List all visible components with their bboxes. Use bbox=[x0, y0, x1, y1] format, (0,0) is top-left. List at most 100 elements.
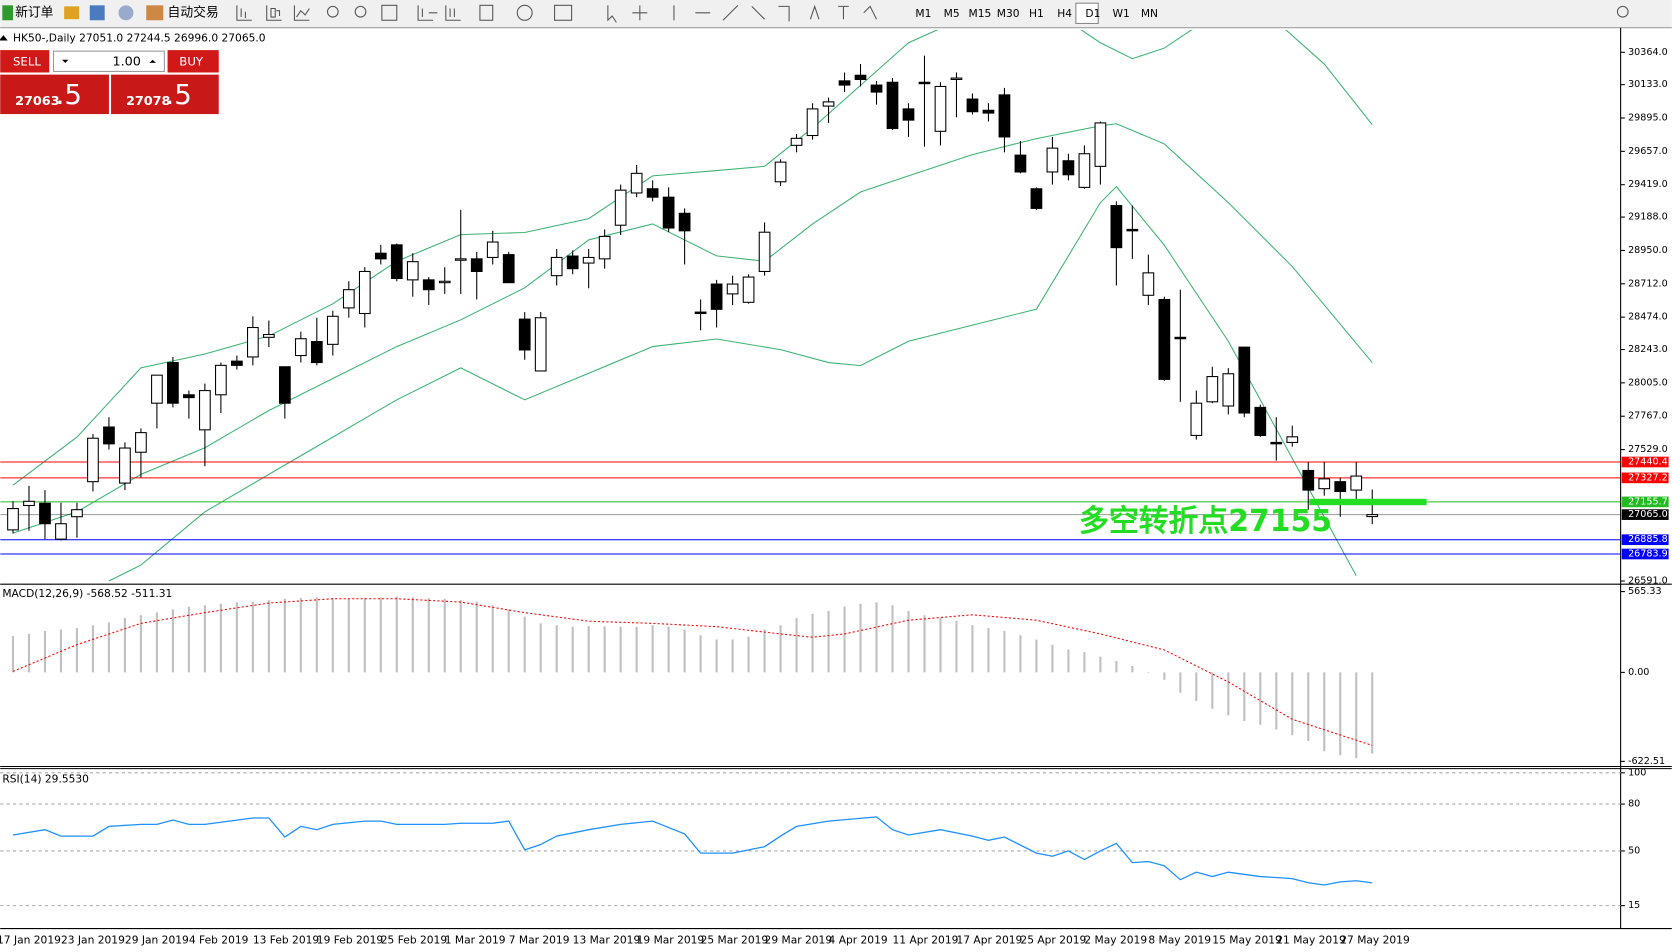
macd-title: MACD(12,26,9) -568.52 -511.31 bbox=[2, 587, 172, 600]
macd-bar bbox=[683, 629, 686, 673]
tool-icon[interactable] bbox=[554, 4, 573, 21]
y-tick-label: 28005.0 bbox=[1628, 377, 1668, 388]
timeframe[interactable]: W1 bbox=[1113, 7, 1130, 20]
macd-bar bbox=[779, 625, 782, 673]
tool-icon[interactable] bbox=[266, 5, 282, 21]
macd-bar bbox=[1115, 660, 1118, 673]
price-level-tag bbox=[1621, 496, 1669, 508]
y-tick-label: 27529.0 bbox=[1628, 444, 1668, 455]
macd-bar bbox=[699, 635, 702, 673]
price-level-label: 27327.2 bbox=[1628, 472, 1668, 483]
bid-box[interactable] bbox=[0, 74, 109, 115]
candle-body bbox=[1366, 514, 1379, 518]
tool-icon[interactable] bbox=[516, 4, 533, 21]
timeframe[interactable]: M5 bbox=[944, 7, 960, 20]
tool-icon[interactable] bbox=[417, 5, 438, 21]
tool-icon[interactable] bbox=[89, 5, 105, 21]
timeframe[interactable]: H1 bbox=[1029, 7, 1044, 20]
tool-icon[interactable] bbox=[118, 5, 134, 21]
macd-bar bbox=[1227, 672, 1230, 716]
y-tick-label: 15 bbox=[1628, 900, 1640, 911]
price-level-label: 27065.0 bbox=[1628, 509, 1668, 520]
new-order-icon[interactable] bbox=[2, 5, 13, 21]
price-plot bbox=[0, 29, 1621, 582]
tool-icon[interactable] bbox=[673, 4, 790, 22]
macd-bar bbox=[1179, 672, 1182, 693]
lots-input[interactable] bbox=[52, 50, 165, 72]
search-icon[interactable] bbox=[1616, 5, 1629, 18]
new-order[interactable]: 新订单 bbox=[15, 4, 54, 20]
tool-icon[interactable] bbox=[236, 5, 252, 21]
ask-box[interactable] bbox=[111, 74, 219, 115]
x-tick-label: 13 Feb 2019 bbox=[253, 933, 320, 946]
timeframe[interactable]: MN bbox=[1141, 7, 1158, 20]
timeframe[interactable]: D1 bbox=[1085, 7, 1100, 20]
candle-body bbox=[1110, 205, 1123, 249]
auto-trading-icon[interactable] bbox=[146, 5, 164, 21]
buy-button[interactable] bbox=[167, 50, 219, 73]
candle-body bbox=[7, 508, 19, 531]
candle-body bbox=[806, 108, 819, 137]
macd-bar bbox=[27, 633, 31, 673]
timeframe[interactable]: M30 bbox=[997, 7, 1020, 20]
tool-icon[interactable] bbox=[632, 5, 648, 21]
tool-icon[interactable] bbox=[354, 5, 367, 18]
lots-value[interactable]: 1.00 bbox=[112, 54, 140, 69]
price-level-label: 27440.4 bbox=[1628, 456, 1668, 467]
tool-icon[interactable] bbox=[293, 5, 310, 21]
tool-icon[interactable] bbox=[479, 4, 494, 21]
active-timeframe bbox=[1075, 2, 1099, 24]
sell-label[interactable]: SELL bbox=[13, 54, 41, 68]
sell-button[interactable] bbox=[0, 50, 50, 73]
macd-bar bbox=[939, 618, 942, 673]
tool-icon[interactable] bbox=[607, 5, 617, 23]
tool-icon[interactable] bbox=[445, 5, 461, 21]
candle-body bbox=[1238, 346, 1251, 414]
candle-body bbox=[278, 366, 291, 404]
bid-pips[interactable]: .5 bbox=[56, 78, 82, 111]
timeframe[interactable]: M1 bbox=[915, 7, 931, 20]
candle-body bbox=[326, 315, 339, 345]
macd-bar bbox=[763, 629, 766, 673]
lots-up[interactable] bbox=[149, 59, 156, 63]
macd-bar bbox=[843, 606, 846, 673]
timeframe[interactable]: M15 bbox=[969, 7, 992, 20]
candle-body bbox=[358, 270, 371, 315]
x-tick-label: 19 Mar 2019 bbox=[637, 933, 705, 946]
y-tick-label: 29895.0 bbox=[1628, 113, 1668, 124]
macd-bar bbox=[11, 636, 15, 673]
timeframe[interactable]: H4 bbox=[1057, 7, 1072, 20]
candle-body bbox=[231, 360, 243, 366]
macd-bar bbox=[1291, 672, 1294, 736]
lots-down[interactable] bbox=[62, 59, 69, 63]
x-tick-label: 29 Mar 2019 bbox=[765, 933, 833, 946]
x-tick-label: 8 May 2019 bbox=[1148, 933, 1211, 946]
bid-price[interactable]: 27063 bbox=[15, 94, 59, 109]
y-tick-label: 29188.0 bbox=[1628, 212, 1668, 223]
ask-pips[interactable]: .5 bbox=[165, 78, 191, 111]
candle-body bbox=[470, 258, 483, 272]
x-tick-label: 25 Mar 2019 bbox=[701, 933, 769, 946]
candle-body bbox=[103, 426, 115, 445]
tool-icon[interactable] bbox=[809, 4, 877, 20]
macd-bar bbox=[427, 598, 430, 673]
auto-trading[interactable]: 自动交易 bbox=[168, 4, 219, 20]
candle-body bbox=[918, 81, 931, 85]
ask-price[interactable]: 27078 bbox=[126, 94, 171, 109]
tool-icon[interactable] bbox=[64, 6, 80, 20]
tool-icon[interactable] bbox=[381, 4, 398, 21]
macd-bar bbox=[747, 636, 750, 673]
timeframes: M1 M5 M15 M30 H1 H4 D1 W1 MN bbox=[915, 7, 1158, 20]
tool-icon[interactable] bbox=[326, 5, 339, 18]
macd-bar bbox=[811, 613, 814, 673]
macd-bar bbox=[1211, 672, 1214, 709]
buy-label[interactable]: BUY bbox=[179, 54, 204, 68]
price-level-tag bbox=[1621, 456, 1669, 468]
macd-bar bbox=[603, 626, 606, 673]
y-tick-label: 30364.0 bbox=[1628, 47, 1668, 58]
macd-bar bbox=[507, 609, 510, 673]
macd-bar bbox=[875, 602, 878, 673]
macd-bar bbox=[1131, 665, 1134, 673]
x-tick-label: 4 Feb 2019 bbox=[189, 933, 249, 946]
candle-body bbox=[838, 80, 851, 86]
